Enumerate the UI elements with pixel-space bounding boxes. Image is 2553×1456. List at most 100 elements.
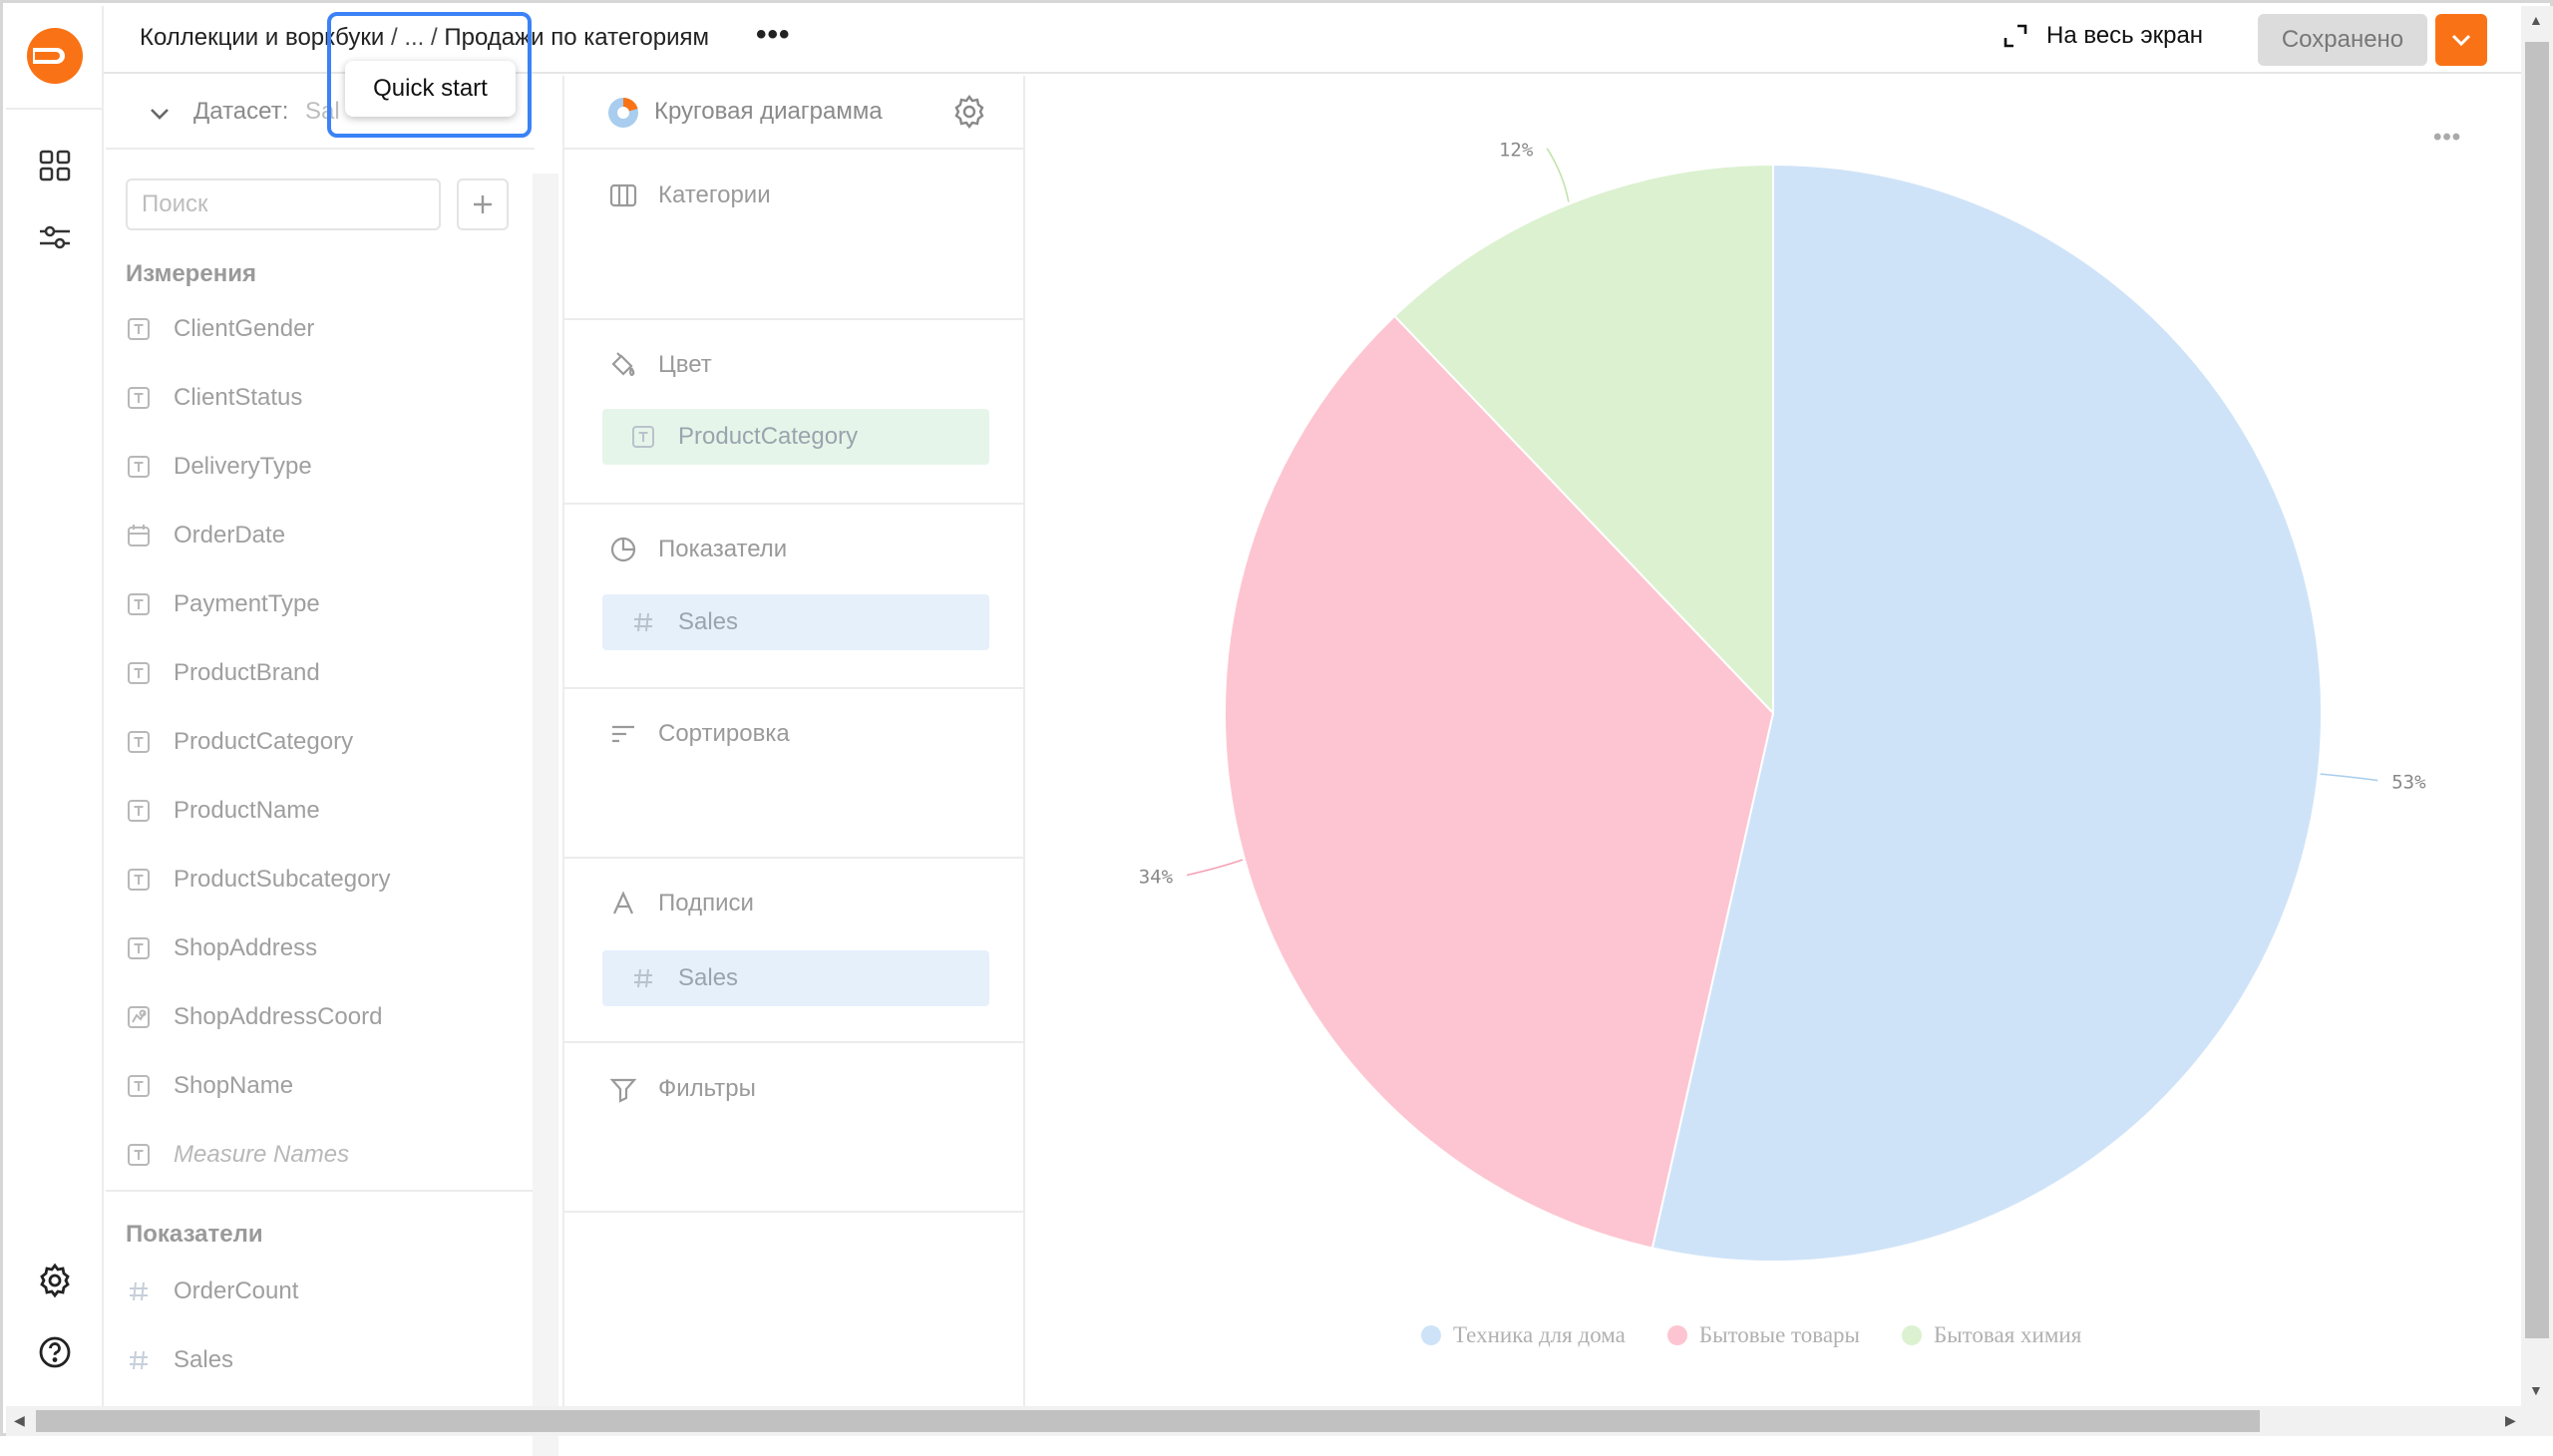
chart-type-selector[interactable]: Круговая диаграмма	[564, 76, 1025, 150]
data-label: 53%	[2391, 772, 2426, 794]
section-title: Категории	[658, 182, 771, 208]
field-name: OrderDate	[174, 522, 286, 548]
section-color: Цвет ProductCategory	[564, 320, 1025, 505]
breadcrumb-root-link[interactable]: Коллекции и воркбуки	[140, 24, 385, 51]
chart-type-label: Круговая диаграмма	[654, 98, 883, 125]
field-item[interactable]: ClientStatus	[126, 378, 302, 418]
horizontal-scrollbar[interactable]: ◀ ▶	[6, 1406, 2553, 1436]
chevron-down-icon	[2451, 34, 2471, 47]
breadcrumb-separator: /	[431, 24, 438, 51]
pie-slice[interactable]	[1224, 314, 1775, 1250]
data-label-connector	[1186, 859, 1244, 877]
section-sort: Сортировка	[564, 689, 1025, 859]
field-item[interactable]: ProductName	[126, 791, 320, 831]
text-type-icon	[126, 385, 152, 411]
visualization-config-panel: Круговая диаграмма Категории Цвет ProductC…	[562, 76, 1025, 1406]
search-input[interactable]: Поиск	[126, 179, 441, 230]
number-type-icon	[630, 965, 656, 991]
fields-scrollbar[interactable]	[533, 174, 558, 1456]
add-field-button[interactable]	[457, 179, 509, 230]
gear-icon[interactable]	[951, 94, 987, 130]
help-icon[interactable]	[37, 1334, 73, 1370]
quick-start-tooltip[interactable]: Quick start	[345, 61, 516, 117]
data-label: 34%	[1139, 867, 1174, 889]
placeholder-field-chip[interactable]: Sales	[602, 594, 989, 650]
field-item[interactable]: ShopName	[126, 1066, 293, 1106]
data-label-connector	[2320, 773, 2378, 782]
chart-legend: Техника для дома Бытовые товары Бытовая хи…	[1421, 1322, 2081, 1348]
fields-section-title: Измерения	[126, 260, 256, 287]
pie-slice[interactable]	[1650, 163, 2323, 1263]
data-label-connector	[1546, 148, 1570, 202]
scroll-down-arrow-icon[interactable]: ▼	[2529, 1382, 2543, 1398]
chip-label: Sales	[678, 608, 739, 635]
pie-slice[interactable]	[1393, 163, 1774, 716]
field-item[interactable]: ProductCategory	[126, 722, 353, 762]
legend-label: Бытовые товары	[1698, 1322, 1861, 1347]
section-title: Сортировка	[658, 720, 790, 747]
field-item[interactable]: ShopAddressCoord	[126, 997, 382, 1037]
field-item[interactable]: Sales	[126, 1340, 233, 1380]
dataset-header[interactable]: Датасет: Sal	[106, 76, 535, 150]
field-item[interactable]: ProductBrand	[126, 653, 320, 693]
legend-item[interactable]: Бытовая химия	[1902, 1322, 2081, 1348]
dataset-label-text: Датасет:	[193, 98, 289, 125]
save-options-dropdown[interactable]	[2435, 14, 2487, 66]
expand-icon	[2004, 24, 2027, 48]
field-item[interactable]: DeliveryType	[126, 447, 312, 487]
text-type-icon	[126, 798, 152, 824]
gear-icon[interactable]	[37, 1263, 73, 1298]
legend-color-swatch	[1666, 1325, 1687, 1345]
sort-icon	[608, 719, 638, 749]
text-type-icon	[126, 454, 152, 480]
plus-icon	[474, 195, 492, 213]
fields-section-title: Показатели	[126, 1221, 263, 1248]
sliders-icon[interactable]	[37, 219, 73, 255]
section-title: Показатели	[658, 536, 788, 562]
columns-icon	[608, 181, 638, 210]
horizontal-scroll-thumb[interactable]	[36, 1410, 2260, 1432]
text-type-icon	[126, 935, 152, 961]
field-item[interactable]: ClientGender	[126, 309, 314, 349]
field-name: Measure Names	[174, 1141, 350, 1168]
fullscreen-button[interactable]: На весь экран	[2003, 22, 2203, 50]
field-item[interactable]: Measure Names	[126, 1135, 349, 1175]
scroll-left-arrow-icon[interactable]: ◀	[14, 1412, 25, 1428]
field-name: ClientStatus	[174, 384, 303, 411]
placeholder-field-chip[interactable]: Sales	[602, 950, 989, 1006]
geo-type-icon	[126, 1004, 152, 1030]
section-filters: Фильтры	[564, 1043, 1025, 1213]
app-logo-icon[interactable]	[25, 26, 85, 86]
scroll-up-arrow-icon[interactable]: ▲	[2529, 12, 2543, 28]
field-name: Sales	[174, 1346, 234, 1373]
chart-area: 53% 34% 12% ••• Техника для дома Бытовые то…	[1027, 76, 2521, 1406]
field-item[interactable]: ProductSubcategory	[126, 860, 390, 900]
text-type-icon	[126, 729, 152, 755]
scroll-right-arrow-icon[interactable]: ▶	[2505, 1412, 2516, 1428]
section-title: Фильтры	[658, 1075, 756, 1102]
field-item[interactable]: OrderDate	[126, 516, 285, 555]
breadcrumb-separator: /	[390, 24, 398, 51]
pie-chart: 53% 34% 12%	[1139, 140, 2426, 1263]
saved-button[interactable]: Сохранено	[2258, 14, 2427, 66]
chart-menu-button[interactable]: •••	[2433, 124, 2462, 151]
field-name: ProductSubcategory	[174, 866, 391, 893]
field-item[interactable]: PaymentType	[126, 584, 320, 624]
breadcrumb-ellipsis[interactable]: ...	[404, 24, 425, 51]
more-actions-button[interactable]: •••	[756, 18, 791, 51]
placeholder-field-chip[interactable]: ProductCategory	[602, 409, 989, 465]
text-type-icon	[126, 660, 152, 686]
field-item[interactable]: OrderCount	[126, 1272, 298, 1311]
collections-grid-icon[interactable]	[37, 148, 73, 183]
field-item[interactable]: ShopAddress	[126, 928, 317, 968]
dataset-name[interactable]: Sal	[305, 98, 340, 125]
field-name: ProductName	[174, 797, 320, 824]
vertical-scroll-thumb[interactable]	[2525, 42, 2549, 1338]
vertical-scrollbar[interactable]: ▲ ▼	[2521, 6, 2553, 1406]
legend-item[interactable]: Бытовые товары	[1666, 1322, 1861, 1348]
chevron-down-icon[interactable]	[146, 100, 174, 128]
legend-item[interactable]: Техника для дома	[1421, 1322, 1626, 1348]
field-name: ProductCategory	[174, 728, 354, 755]
legend-color-swatch	[1421, 1325, 1441, 1345]
